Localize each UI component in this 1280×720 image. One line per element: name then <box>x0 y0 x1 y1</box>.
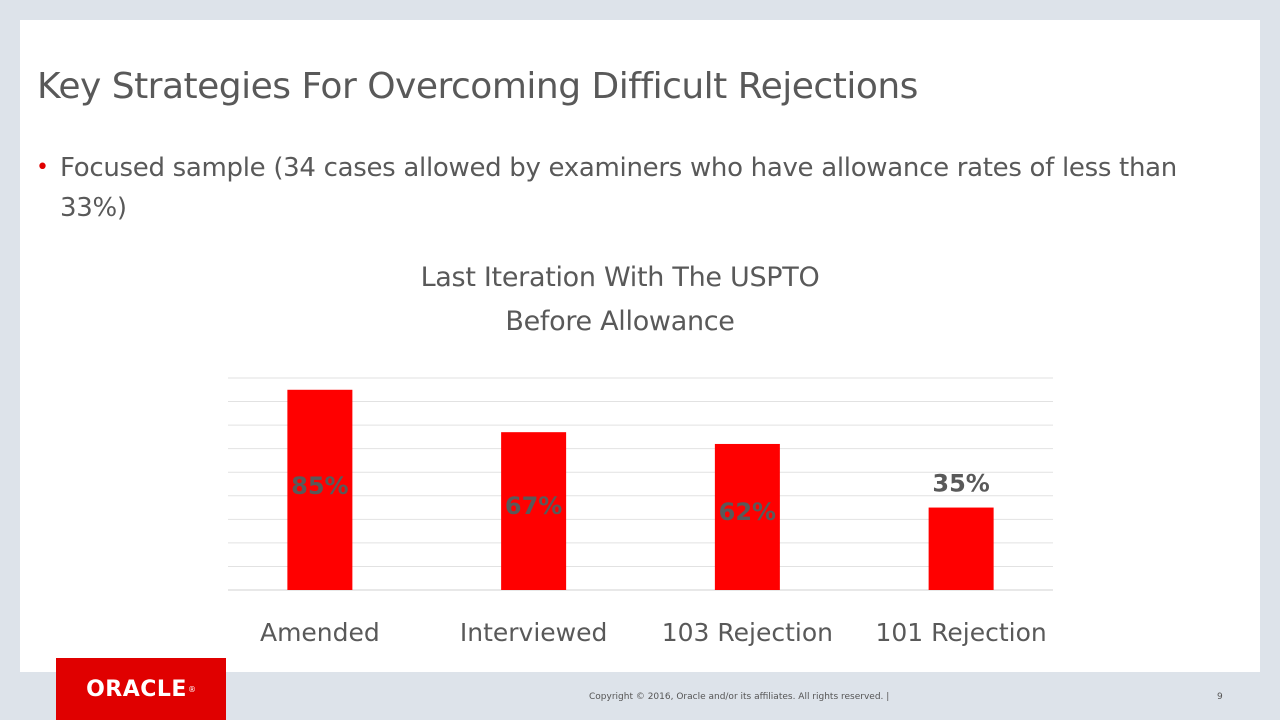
chart-title-line-1: Last Iteration With The USPTO <box>420 262 820 293</box>
bullet-dot-icon: • <box>36 155 49 180</box>
footer-copyright: Copyright © 2016, Oracle and/or its affi… <box>589 692 890 702</box>
bar-amended <box>287 389 353 590</box>
bar-interviewed <box>501 432 567 590</box>
category-label: 101 Rejection <box>875 618 1046 647</box>
chart-title-line-2: Before Allowance <box>505 306 735 337</box>
data-label: 67% <box>505 492 562 520</box>
page-number: 9 <box>1217 692 1223 702</box>
slide-title: Key Strategies For Overcoming Difficult … <box>37 66 918 107</box>
data-label: 35% <box>932 470 989 498</box>
oracle-logo: ORACLE ® <box>56 658 226 720</box>
bullet-text: Focused sample (34 cases allowed by exam… <box>60 153 1177 223</box>
bar-101-rejection <box>928 507 994 590</box>
data-label: 62% <box>719 498 776 526</box>
bullet-item: • Focused sample (34 cases allowed by ex… <box>36 148 1216 228</box>
chart-title: Last Iteration With The USPTO Before All… <box>300 256 940 344</box>
slide-canvas <box>20 20 1260 672</box>
oracle-logo-text: ORACLE <box>86 676 187 702</box>
category-label: Amended <box>260 618 380 647</box>
category-label: Interviewed <box>460 618 608 647</box>
registered-mark: ® <box>187 684 196 694</box>
data-label: 85% <box>291 472 348 500</box>
category-label: 103 Rejection <box>662 618 833 647</box>
bar-103-rejection <box>714 443 780 590</box>
